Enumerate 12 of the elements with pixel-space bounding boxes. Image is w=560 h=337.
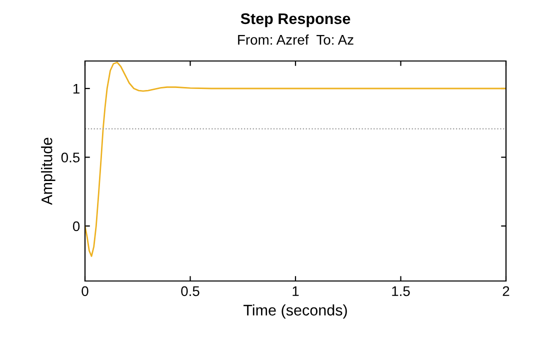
x-tick-label: 1 [292, 286, 299, 296]
x-axis-title: Time (seconds) [243, 304, 347, 319]
y-tick-label: 0 [72, 221, 80, 232]
y-axis-title: Amplitude [41, 138, 56, 205]
y-tick-label: 1 [73, 84, 80, 94]
chart-subtitle: From: Azref To: Az [238, 34, 354, 45]
y-tick-label: 0.5 [61, 152, 80, 162]
x-tick-label: 2 [502, 286, 510, 296]
x-tick-label: 0.5 [181, 286, 200, 296]
x-tick-label: 0 [82, 286, 88, 296]
chart-title: Step Response [240, 13, 350, 28]
x-tick-label: 1.5 [392, 286, 410, 296]
